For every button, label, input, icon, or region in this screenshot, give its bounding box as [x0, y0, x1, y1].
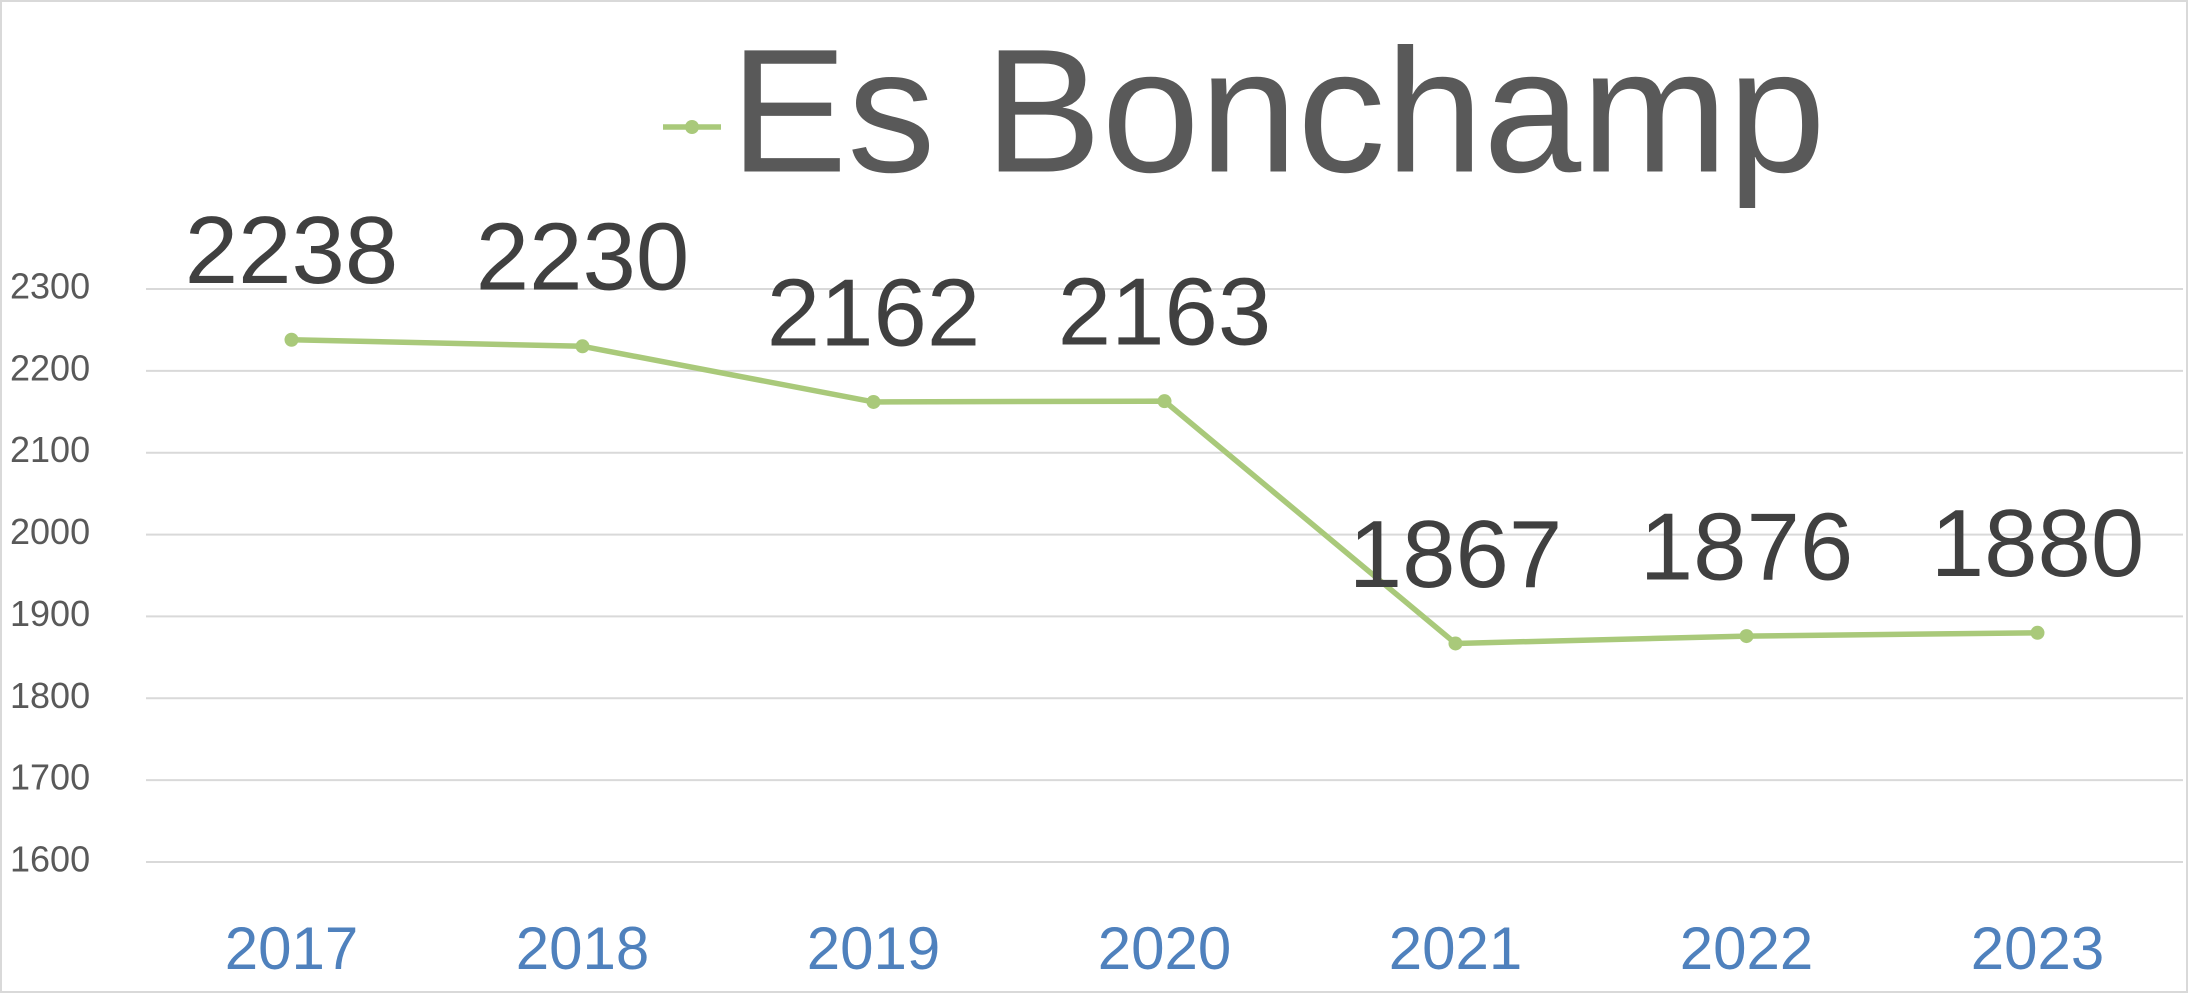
point-marker — [1157, 394, 1172, 409]
x-tick-label: 2022 — [1680, 915, 1813, 982]
data-label: 2230 — [476, 204, 690, 311]
y-tick-label: 2300 — [10, 266, 90, 307]
data-label: 1867 — [1349, 501, 1563, 608]
y-tick-label: 2100 — [10, 429, 90, 470]
y-tick-label: 1800 — [10, 675, 90, 716]
data-label: 1880 — [1931, 490, 2145, 597]
x-tick-label: 2017 — [225, 915, 358, 982]
data-label: 2163 — [1058, 259, 1272, 366]
x-tick-label: 2019 — [807, 915, 940, 982]
x-tick-label: 2023 — [1971, 915, 2104, 982]
x-tick-label: 2021 — [1389, 915, 1522, 982]
point-marker — [2030, 625, 2045, 640]
x-tick-label: 2018 — [516, 915, 649, 982]
point-marker — [1448, 636, 1463, 651]
point-marker — [575, 339, 590, 354]
legend-marker — [685, 120, 699, 134]
point-marker — [1739, 629, 1754, 644]
legend-label: Es Bonchamp — [730, 13, 1826, 209]
y-tick-label: 1600 — [10, 839, 90, 880]
y-tick-label: 1700 — [10, 757, 90, 798]
point-marker — [866, 394, 881, 409]
y-tick-label: 1900 — [10, 593, 90, 634]
data-label: 2238 — [185, 197, 399, 304]
point-marker — [284, 332, 299, 347]
data-label: 2162 — [767, 259, 981, 366]
data-label: 1876 — [1640, 493, 1854, 600]
x-tick-label: 2020 — [1098, 915, 1231, 982]
y-tick-label: 2000 — [10, 511, 90, 552]
y-tick-label: 2200 — [10, 347, 90, 388]
